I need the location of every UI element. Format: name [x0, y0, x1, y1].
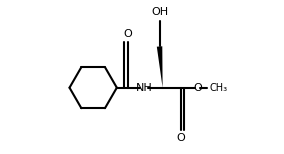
Text: O: O — [193, 83, 202, 93]
Text: O: O — [123, 29, 132, 39]
Text: CH₃: CH₃ — [209, 83, 227, 93]
Text: NH: NH — [136, 83, 153, 93]
Polygon shape — [157, 46, 163, 88]
Text: O: O — [177, 134, 185, 144]
Text: OH: OH — [151, 8, 168, 18]
